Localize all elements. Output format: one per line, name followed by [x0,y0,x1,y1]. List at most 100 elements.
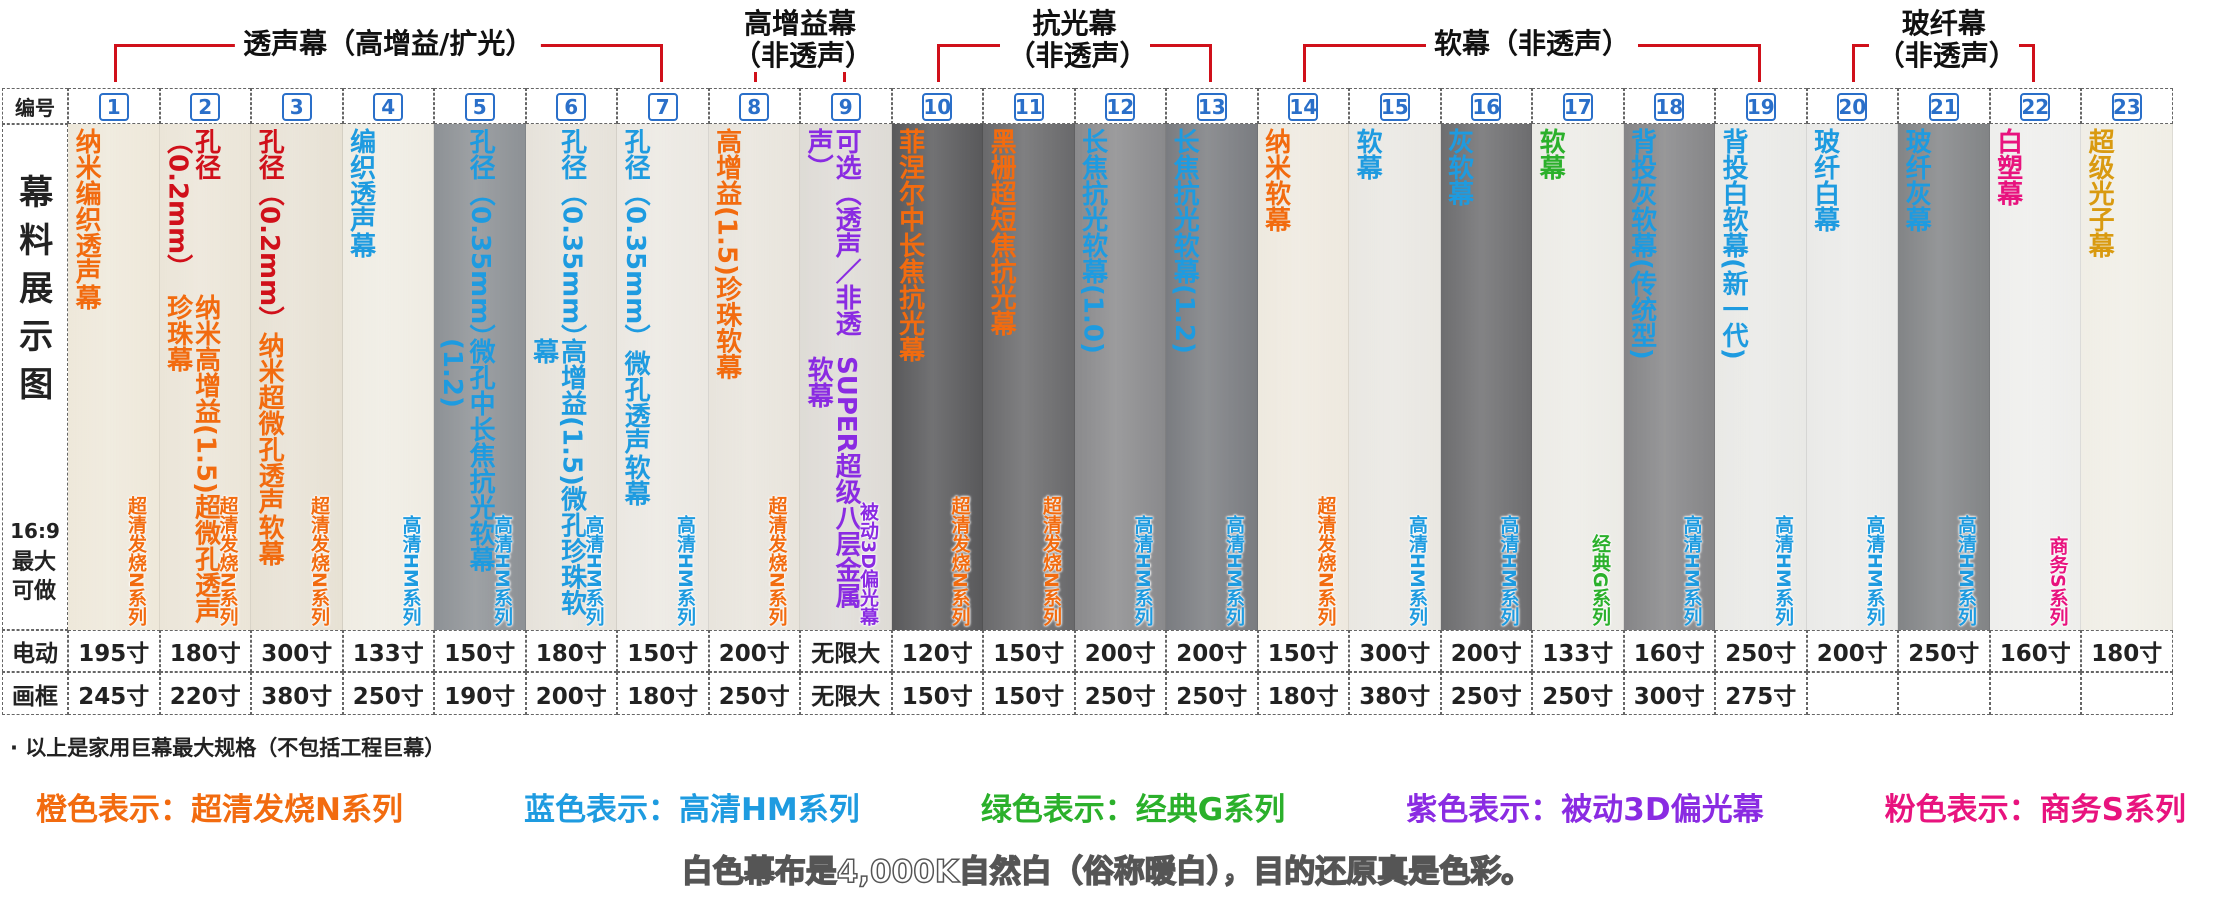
screen-label: 灰软幕 [1444,128,1474,624]
frame-size: 245寸 [68,672,160,715]
screen-label: 孔径（0.35mm） 微孔中长焦抗光软幕(1.2) [437,128,496,624]
frame-size: 220寸 [159,672,251,715]
screen-label: 软幕 [1352,128,1382,624]
series-label: 高清HM系列 [1406,515,1429,626]
frame-size: 250寸 [1532,672,1624,715]
column-number: 13 [1196,93,1227,121]
column-number: 4 [373,93,404,121]
motor-size: 150寸 [617,630,709,672]
column-number: 14 [1288,93,1319,121]
screen-note: 孔径（0.35mm） [556,128,587,351]
screen-label: 孔径（0.35mm） 微孔透声软幕 [620,128,650,624]
column-number: 16 [1471,93,1502,121]
legend: 橙色表示：超清发烧N系列 蓝色表示：高清HM系列 绿色表示：经典G系列 紫色表示：被动… [36,784,2186,829]
frame-size: 无限大 [800,672,892,715]
frame-size [1989,672,2081,715]
row-label-cell: 电动 [2,630,68,672]
screen-swatch [68,124,160,630]
screen-label: 可选（透声／非透声） SUPER超级八层金属软幕 [803,128,862,624]
screen-label: 软幕 [1535,128,1566,624]
column-number: 12 [1105,93,1136,121]
column-number: 20 [1837,93,1868,121]
motor-size: 180寸 [159,630,251,672]
screen-name: 高增益(1.5)微孔珍珠软幕 [528,337,587,616]
number-cell [159,88,251,124]
series-label: 超清发烧N系列 [1314,496,1337,626]
number-cell [1349,88,1441,124]
series-label: 高清HM系列 [1955,515,1978,626]
screen-swatch [1623,124,1715,630]
motor-size: 160寸 [1989,630,2081,672]
column-number: 17 [1562,93,1593,121]
screen-swatch [159,124,251,630]
series-label: 高清HM系列 [1772,515,1795,626]
frame-size: 200寸 [525,672,617,715]
motor-size: 300寸 [1349,630,1441,672]
screen-name: 微孔中长焦抗光软幕(1.2) [437,337,496,572]
motor-size: 120寸 [891,630,983,672]
screen-label: 白塑幕 [1993,128,2023,624]
screen-label: 孔径（0.2mm） 纳米高增益(1.5)超微孔透声珍珠幕 [163,128,221,624]
frame-size: 275寸 [1715,672,1807,715]
screen-swatch [342,124,434,630]
screen-swatch [1715,124,1807,630]
series-label: 被动3D偏光幕 [857,502,880,626]
footnote: · 以上是家用巨幕最大规格（不包括工程巨幕） [10,736,446,760]
number-cell [1074,88,1166,124]
number-cell [1532,88,1624,124]
motor-size: 200寸 [1074,630,1166,672]
series-label: 超清发烧N系列 [308,496,331,626]
row-label-cell: 画框 [2,672,68,715]
motor-size: 无限大 [800,630,892,672]
motor-size: 150寸 [434,630,526,672]
frame-size: 300寸 [1623,672,1715,715]
screen-label: 长焦抗光软幕(1.2) [1169,128,1199,624]
screen-swatch [251,124,343,630]
motor-size: 200寸 [1166,630,1258,672]
frame-size: 150寸 [891,672,983,715]
screen-name: 软幕 [1535,128,1566,180]
number-cell [1166,88,1258,124]
screen-note: 可选（透声／非透声） [803,128,862,336]
number-cell [342,88,434,124]
column-number: 8 [739,93,770,121]
screen-name: 纳米超微孔透声软幕 [254,332,285,567]
motor-size: 300寸 [251,630,343,672]
number-cell [2081,88,2173,124]
screen-label: 孔径（0.2mm） 纳米超微孔透声软幕 [254,128,285,624]
motor-size: 133寸 [1532,630,1624,672]
screen-label: 长焦抗光软幕(1.0) [1077,128,1108,624]
motor-size: 180寸 [525,630,617,672]
screen-name: 长焦抗光软幕(1.0) [1077,128,1108,354]
series-label: 高清HM系列 [674,515,697,626]
motor-size: 150寸 [1257,630,1349,672]
number-cell [617,88,709,124]
screen-name: 编织透声幕 [345,128,376,258]
row-label: 最大可做 [11,550,56,604]
screen-label: 孔径（0.35mm） 高增益(1.5)微孔珍珠软幕 [528,128,587,624]
screen-name: 黑栅超短焦抗光幕 [986,128,1017,336]
series-label: 高清HM系列 [399,515,422,626]
screen-swatch [1349,124,1441,630]
motor-size: 200寸 [708,630,800,672]
legend-item: 紫色表示：被动3D偏光幕 [1406,792,1764,828]
motor-size: 150寸 [983,630,1075,672]
number-cell [434,88,526,124]
screen-label: 玻纤灰幕 [1901,128,1931,624]
series-label: 高清HM系列 [582,515,605,626]
frame-size: 250寸 [1440,672,1532,715]
number-cell [525,88,617,124]
screen-label: 纳米软幕 [1261,128,1291,624]
series-label: 高清HM系列 [1680,515,1703,626]
frame-size [1898,672,1990,715]
screen-label: 玻纤白幕 [1810,128,1840,624]
legend-item: 蓝色表示：高清HM系列 [523,792,860,828]
column-number: 3 [281,93,312,121]
screen-label: 背投灰软幕(传统型) [1627,128,1657,624]
number-cell [800,88,892,124]
series-label: 超清发烧N系列 [1040,496,1063,626]
number-cell [1989,88,2081,124]
row-label-cell: 编号 [2,88,68,124]
frame-size: 250寸 [342,672,434,715]
